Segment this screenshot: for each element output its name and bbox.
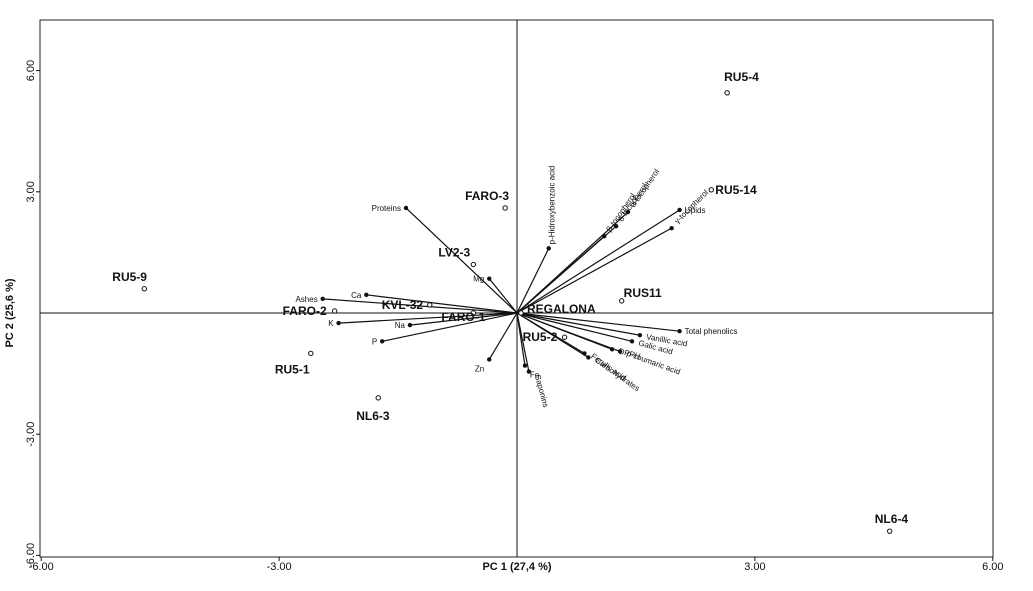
loading-vector [488,278,518,314]
loading-label: Ashes [295,295,317,304]
sample-label: RU5-4 [724,70,759,84]
loading-label: Lipids [685,206,706,215]
loading-label: p-Hidroxybenzoic acid [548,166,557,245]
y-axis-title: PC 2 (25,6 %) [4,278,16,347]
sample-label: FARO-1 [441,310,485,324]
loading-vector [516,312,641,336]
y-tick-label: -6.00 [25,543,37,568]
loading-vector [488,312,518,360]
loading-vector [516,248,550,314]
loading-vector [409,312,518,326]
loading-vector [382,312,518,342]
sample-point [308,350,314,357]
sample-label: FARO-2 [283,304,327,318]
sample-point [470,261,477,268]
loading-point [637,333,643,338]
loading-label: Carbohydrates [593,356,641,393]
loading-point [677,207,682,213]
loading-label: p-coumaric acid [625,349,681,377]
loading-label: Saponins [533,374,550,409]
loading-point [613,223,619,229]
sample-point [561,334,568,340]
sample-point [331,308,338,314]
x-tick-label: -6.00 [29,561,54,573]
y-tick-label: 3.00 [25,181,37,202]
loading-vector [516,312,530,372]
sample-point [375,395,381,401]
loading-label: δ-tocopherol [616,182,649,224]
loading-label: Mg [473,275,484,284]
sample-point [618,298,625,304]
y-tick-label: 6.00 [25,60,37,81]
loading-point [586,355,591,360]
loading-label: P [372,337,377,346]
loading-point [546,246,551,251]
loading-vector [338,312,518,324]
y-tick-label: -3.00 [25,422,37,447]
loading-point [379,339,385,344]
loading-vector [366,294,518,314]
loading-point [336,320,341,326]
loading-vector [516,227,672,314]
loading-label: Na [395,321,406,330]
loading-point [407,322,413,328]
loading-label: Zn [475,364,484,373]
sample-label: LV2-3 [438,246,470,260]
loading-label: Proteins [372,204,401,213]
loading-point [522,363,528,368]
loading-vector [516,312,633,342]
sample-point [141,286,147,292]
sample-point [887,528,893,534]
loading-point [487,276,492,281]
sample-points: RU5-4 RU5-14 FARO-3 LV2-3 RU5-9 KVL-32 FARO-2 F… [112,70,908,534]
loading-vector [405,207,518,314]
sample-label: KVL-32 [382,298,424,312]
sample-label: FARO-3 [465,189,509,203]
sample-label: RU5-14 [715,183,757,197]
loading-vector [516,312,680,332]
loading-point [403,205,409,211]
x-tick-label: 6.00 [982,561,1003,573]
axis-ticks: -6.00 -3.00 3.00 6.00 6.00 3.00 -3.00 -6.00 [25,60,1004,573]
sample-label: RU5-9 [112,270,147,284]
loading-point [617,349,623,354]
loading-vector [516,312,621,352]
loading-point [487,357,492,362]
sample-label: RU5-2 [523,330,558,344]
loading-point [526,369,532,374]
loading-vectors: Proteins p-Hidroxybenzoic acid β-tocophero… [295,166,737,409]
loading-label: K [328,319,334,328]
sample-point [518,310,524,316]
x-axis-title: PC 1 (27,4 %) [482,561,551,573]
sample-point [427,302,433,308]
loading-label: Ca [351,291,362,300]
sample-label: RUS11 [624,286,662,300]
sample-label: NL6-3 [356,409,390,423]
sample-label: NL6-4 [875,512,909,526]
loading-point [629,339,635,344]
loading-point [669,225,674,231]
sample-label: REGALONA [527,302,596,316]
sample-point [724,90,730,96]
sample-point [470,310,477,316]
loading-vector [516,225,617,314]
sample-point [502,205,508,211]
loading-vector [516,209,680,314]
loading-point [320,296,325,302]
x-tick-label: -3.00 [267,561,292,573]
x-tick-label: 3.00 [744,561,765,573]
loading-label: Total phenolics [685,327,738,336]
loading-point [625,209,631,215]
loading-vector [322,298,518,314]
loading-label: Fe [530,371,540,380]
loading-point [364,292,369,298]
sample-label: RU5-1 [275,362,310,376]
loading-vector [516,312,589,358]
sample-point [708,187,714,193]
loading-point [677,328,682,334]
